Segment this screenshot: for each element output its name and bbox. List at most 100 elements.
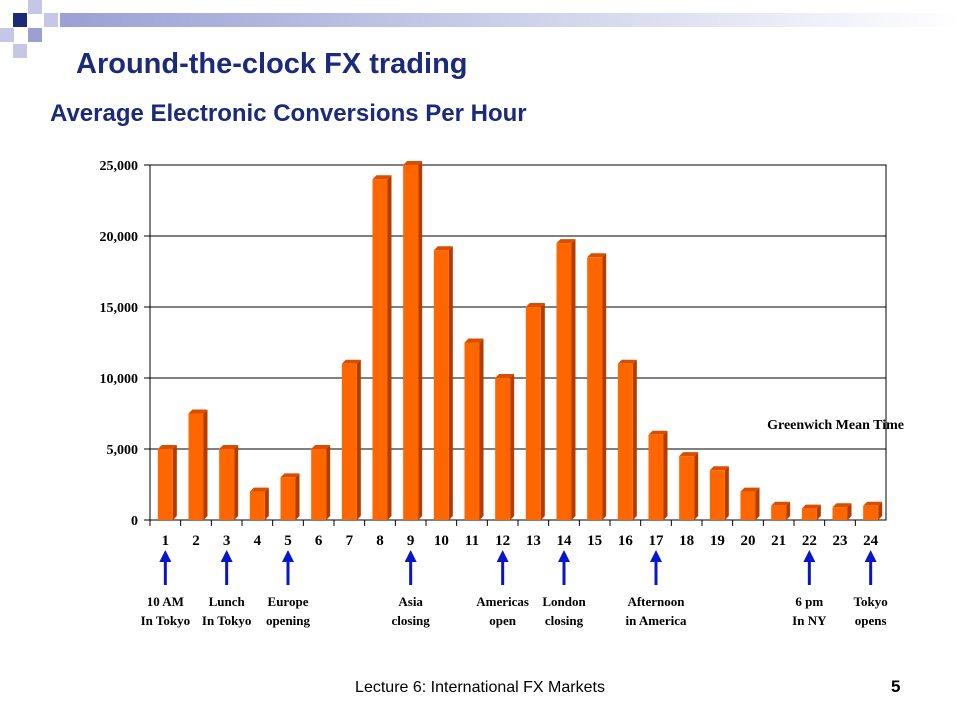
event-label: 6 pm In NY (764, 592, 854, 630)
y-tick-label: 5,000 (107, 443, 139, 458)
x-tick-label: 18 (679, 533, 694, 549)
bar-top (433, 246, 453, 251)
bar-side (632, 359, 637, 520)
bar (280, 477, 296, 520)
x-tick-label: 22 (802, 533, 817, 549)
event-arrow-head (220, 550, 233, 562)
y-tick-label: 10,000 (100, 372, 139, 387)
deco-square-light (28, 0, 42, 14)
event-arrow-head (558, 550, 570, 562)
bar-top (219, 445, 239, 449)
event-label-line1: London (542, 594, 586, 609)
event-label: 10 AM In Tokyo (120, 592, 210, 630)
bar-top (249, 487, 269, 492)
x-tick-label: 19 (710, 533, 725, 549)
bar-side (571, 239, 576, 520)
event-arrow-head (864, 550, 877, 562)
bar-top (617, 359, 637, 364)
slide-footer: Lecture 6: International FX Markets (355, 679, 605, 696)
bar (679, 456, 695, 520)
deco-square-light (44, 13, 58, 27)
bar-side (786, 501, 791, 520)
header-gradient-bar (60, 13, 960, 27)
bar-side (724, 466, 729, 520)
bar (495, 378, 511, 520)
x-tick-label: 7 (346, 533, 354, 549)
x-tick-label: 11 (465, 533, 479, 549)
event-label-line1: Lunch (208, 594, 245, 609)
bar-top (587, 253, 607, 258)
event-label: Americas open (458, 592, 548, 630)
bar-side (448, 246, 453, 520)
deco-square-light (0, 28, 14, 42)
deco-square-mid (28, 28, 42, 42)
bar-side (878, 501, 883, 520)
event-label-line1: 10 AM (146, 594, 184, 609)
bar (525, 307, 541, 520)
x-tick-label: 1 (162, 533, 170, 549)
bar-top (648, 430, 668, 435)
bar (249, 491, 265, 520)
x-tick-label: 15 (587, 533, 602, 549)
x-tick-label: 21 (771, 533, 786, 549)
event-label: London closing (519, 592, 609, 630)
event-label-line2: closing (544, 613, 584, 628)
bar-side (172, 445, 177, 520)
event-arrow-head (496, 550, 509, 562)
bar (771, 505, 787, 520)
bar (801, 508, 817, 520)
x-tick-label: 2 (192, 533, 200, 549)
bar-side (816, 504, 821, 520)
bar-side (755, 487, 760, 520)
bar-top (157, 445, 177, 449)
bar-top (832, 503, 852, 508)
bar-side (479, 338, 484, 520)
deco-square-navy (13, 13, 27, 27)
bar (587, 257, 603, 520)
bar (863, 505, 879, 520)
event-label-line1: Tokyo (853, 594, 888, 609)
x-tick-label: 3 (223, 533, 231, 549)
event-label: Europe opening (243, 592, 333, 630)
event-arrow-head (404, 550, 417, 562)
event-label-line1: Europe (267, 594, 309, 609)
corner-decoration (0, 0, 960, 60)
x-tick-label: 24 (863, 533, 879, 549)
slide-title: Around-the-clock FX trading (76, 48, 468, 80)
bar-top (341, 359, 361, 364)
event-label-line2: In Tokyo (201, 613, 252, 628)
x-tick-label: 8 (376, 533, 384, 549)
bar (740, 491, 756, 520)
event-label-line1: Americas (476, 594, 529, 609)
y-tick-label: 15,000 (100, 301, 139, 316)
x-tick-label: 5 (284, 533, 292, 549)
bar-top (372, 175, 392, 180)
bar-top (311, 445, 331, 449)
event-label-line1: 6 pm (795, 594, 824, 609)
y-tick-label: 25,000 (100, 159, 139, 174)
x-tick-label: 16 (618, 533, 634, 549)
x-tick-label: 12 (495, 533, 510, 549)
y-tick-label: 0 (131, 514, 138, 529)
event-arrow-head (282, 550, 294, 562)
bar (188, 413, 204, 520)
event-label-line2: opens (854, 613, 887, 628)
event-label: Tokyo opens (826, 592, 916, 630)
x-tick-label: 17 (649, 533, 665, 549)
event-label-line2: in America (625, 613, 687, 628)
bar-top (679, 452, 699, 457)
bar-top (863, 501, 883, 506)
bar (372, 179, 388, 520)
bar (157, 449, 173, 520)
bar-top (464, 338, 484, 343)
bar (219, 449, 235, 520)
bar (617, 363, 633, 520)
gmt-annotation: Greenwich Mean Time (767, 418, 904, 433)
bar-side (264, 487, 269, 520)
bar-top (740, 487, 760, 492)
bar (648, 434, 664, 520)
bar (556, 243, 572, 520)
bar-side (387, 175, 392, 520)
bar-side (510, 374, 515, 520)
